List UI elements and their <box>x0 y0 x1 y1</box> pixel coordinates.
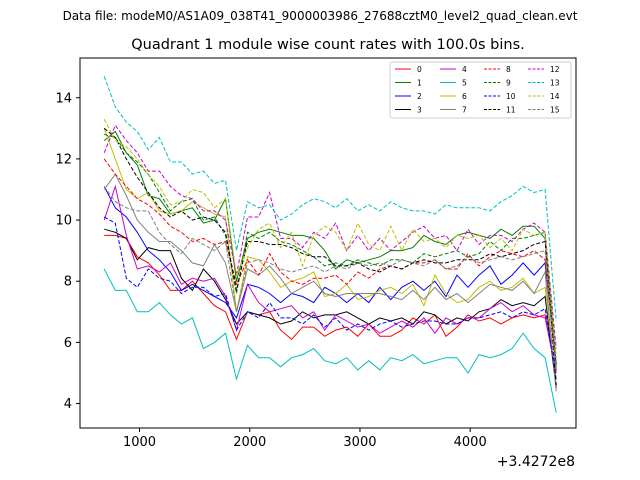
plot-series <box>103 76 557 413</box>
series-line-14 <box>103 118 557 358</box>
legend-label-3: 3 <box>417 106 422 115</box>
series-line-5 <box>103 268 557 413</box>
legend-label-1: 1 <box>417 79 422 88</box>
legend-label-13: 13 <box>550 79 560 88</box>
y-tick-label: 4 <box>64 397 72 412</box>
series-line-9 <box>104 133 557 364</box>
series-line-13 <box>103 76 557 322</box>
y-tick-label: 14 <box>55 91 72 106</box>
x-tick-label: 1000 <box>123 435 156 450</box>
series-line-10 <box>103 216 557 380</box>
suptitle: Data file: modeM0/AS1A09_038T41_90000039… <box>63 9 578 23</box>
y-tick-label: 10 <box>55 214 72 229</box>
legend-label-5: 5 <box>462 79 467 88</box>
legend-label-2: 2 <box>417 92 422 101</box>
y-tick-label: 12 <box>55 152 72 167</box>
x-tick-label: 4000 <box>454 435 487 450</box>
series-line-0 <box>104 234 557 374</box>
y-tick-label: 8 <box>64 275 72 290</box>
legend-label-12: 12 <box>550 65 560 74</box>
legend-label-4: 4 <box>462 65 467 74</box>
series-line-3 <box>104 228 557 389</box>
legend-label-7: 7 <box>462 106 467 115</box>
legend-label-11: 11 <box>506 106 516 115</box>
legend-label-6: 6 <box>462 92 467 101</box>
plot-frame <box>79 57 577 429</box>
x-axis: 1000 2000 3000 4000 <box>123 428 487 450</box>
x-tick-label: 3000 <box>343 435 376 450</box>
legend-label-10: 10 <box>506 92 516 101</box>
y-tick-label: 6 <box>64 336 72 351</box>
series-line-7 <box>103 173 557 392</box>
legend-label-15: 15 <box>550 106 560 115</box>
series-line-11 <box>103 127 557 386</box>
legend-label-0: 0 <box>417 65 422 74</box>
series-line-2 <box>103 186 557 364</box>
legend-label-9: 9 <box>506 79 511 88</box>
legend-box <box>389 61 572 119</box>
x-offset-label: +3.4272e8 <box>497 454 575 470</box>
legend-label-8: 8 <box>506 65 511 74</box>
legend-label-14: 14 <box>550 92 560 101</box>
series-line-8 <box>103 158 557 370</box>
chart-title: Quadrant 1 module wise count rates with … <box>131 37 525 53</box>
series-line-12 <box>103 124 557 349</box>
x-tick-label: 2000 <box>233 435 266 450</box>
y-axis: 4 6 8 10 12 14 <box>55 91 80 412</box>
